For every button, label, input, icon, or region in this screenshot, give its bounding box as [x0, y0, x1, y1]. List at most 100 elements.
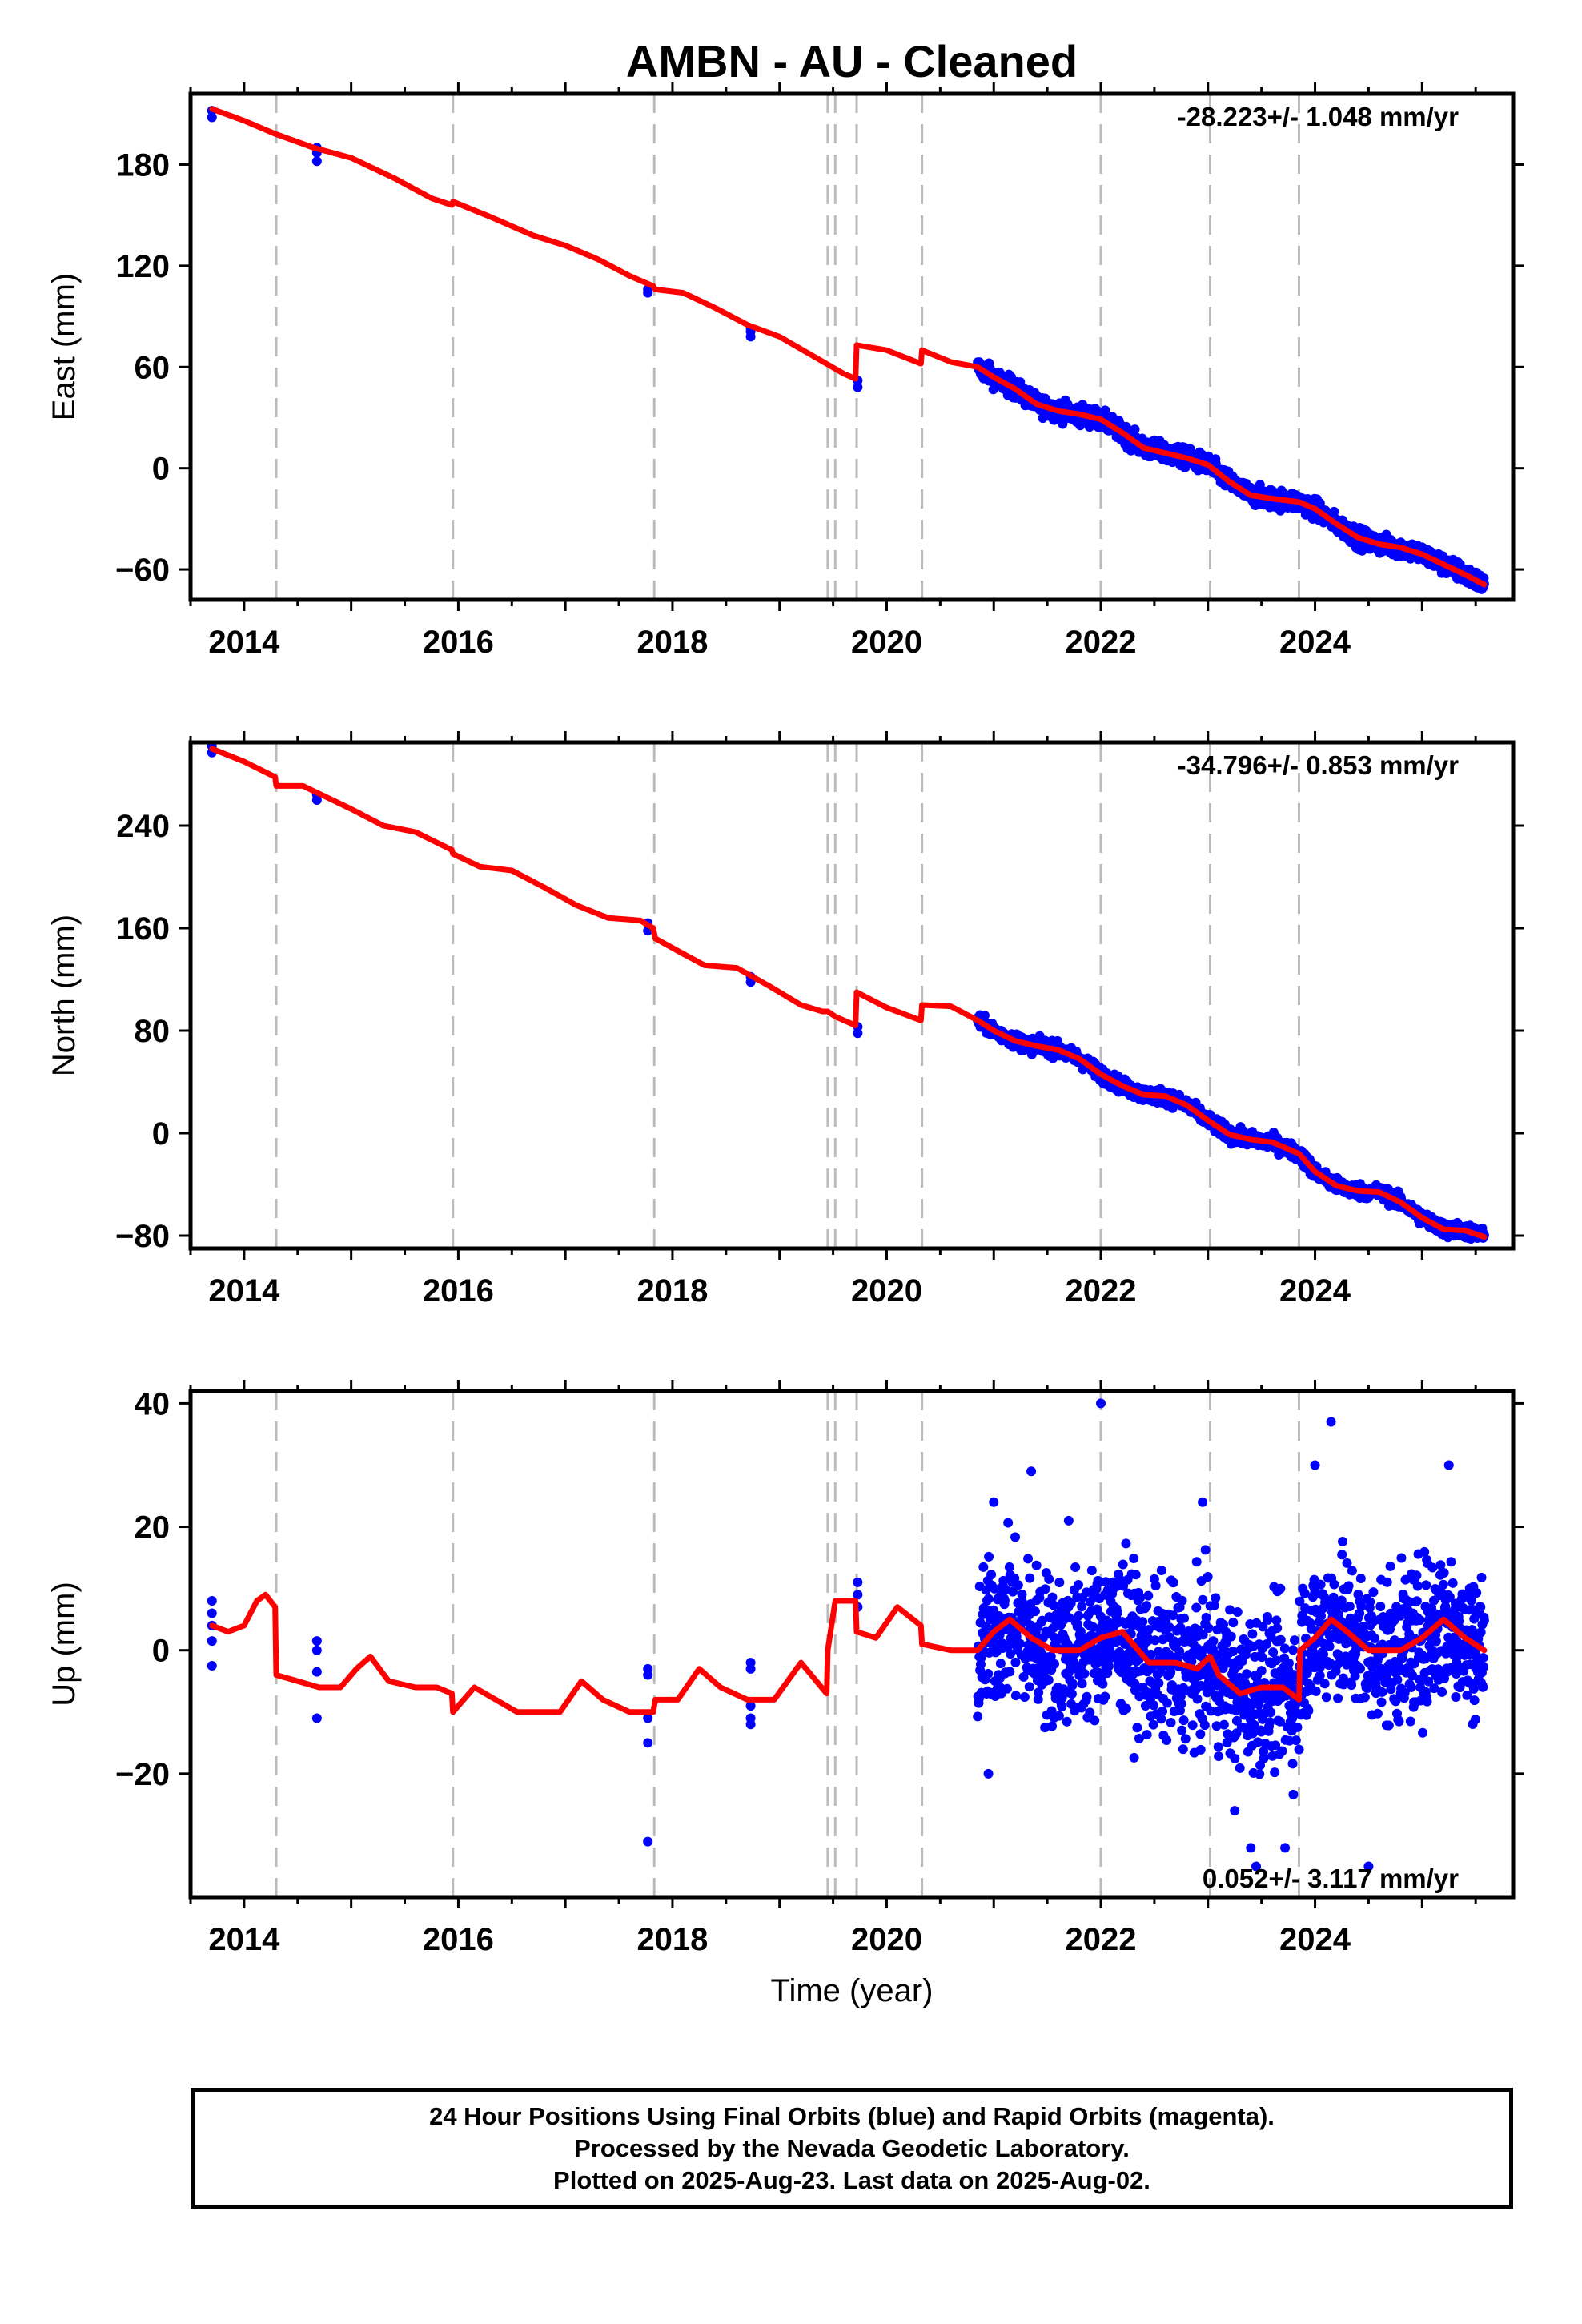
data-point: [1166, 1718, 1176, 1728]
data-point: [1225, 1605, 1235, 1615]
data-point: [1046, 1651, 1056, 1662]
data-point: [1476, 1572, 1487, 1582]
data-point: [1043, 1675, 1054, 1685]
data-point: [1295, 1596, 1305, 1606]
data-point: [1195, 1744, 1206, 1755]
up-y-axis-label: Up (mm): [46, 1582, 82, 1707]
data-point: [1211, 1593, 1221, 1603]
y-tick-label: 180: [116, 147, 170, 183]
data-point: [1235, 1763, 1245, 1773]
x-tick-label: 2018: [636, 1922, 708, 1957]
data-point: [1198, 1594, 1208, 1605]
data-point: [1002, 1683, 1012, 1694]
data-point: [1246, 1843, 1256, 1853]
data-point: [1265, 1717, 1275, 1727]
data-point: [1399, 1687, 1410, 1698]
east-frame: [188, 91, 1516, 602]
x-tick-label: 2014: [208, 1922, 280, 1957]
data-point: [1219, 1719, 1229, 1730]
data-point: [1315, 1579, 1326, 1590]
data-point: [1004, 1562, 1014, 1572]
data-point: [1423, 1676, 1434, 1687]
data-point: [983, 1594, 994, 1604]
data-point: [1158, 1706, 1168, 1716]
data-point: [1232, 1607, 1243, 1618]
data-point: [1207, 1644, 1218, 1655]
data-point: [1259, 1753, 1269, 1763]
data-point: [1287, 1759, 1298, 1769]
data-point: [1082, 1691, 1092, 1702]
data-point: [1466, 1595, 1476, 1606]
data-point: [1077, 1679, 1087, 1689]
x-tick-label: 2022: [1066, 625, 1137, 660]
data-point: [1074, 1610, 1084, 1621]
data-point: [1143, 1590, 1154, 1601]
x-tick-label: 2022: [1066, 1273, 1137, 1309]
up-panel: 2014 2016 2018 2020 2022 2024 −20 0 20 40 Up (mm) T…: [46, 1380, 1524, 2008]
data-point: [1230, 1806, 1240, 1816]
data-point: [1174, 1646, 1185, 1656]
data-point: [311, 1713, 322, 1723]
data-point: [1469, 1695, 1480, 1706]
y-tick-label: −60: [115, 553, 170, 588]
data-point: [643, 1836, 653, 1847]
data-point: [1270, 1767, 1280, 1778]
data-point: [1412, 1581, 1423, 1591]
data-point: [1329, 506, 1339, 517]
x-tick-label: 2024: [1279, 1273, 1351, 1309]
data-point: [1355, 1663, 1365, 1674]
data-point: [1162, 1698, 1172, 1708]
data-point: [1324, 1641, 1335, 1651]
east-y-axis-label: East (mm): [46, 273, 82, 420]
data-point: [1228, 1618, 1239, 1628]
y-tick-label: 160: [116, 911, 170, 947]
data-point: [1054, 1577, 1065, 1587]
north-panel: 2014 2016 2018 2020 2022 2024 −80 0 80 160 240 Nort…: [46, 731, 1524, 1309]
data-point: [1438, 1579, 1448, 1590]
data-point: [1319, 1679, 1330, 1689]
data-point: [1177, 1725, 1187, 1735]
x-tick-label: 2022: [1066, 1922, 1137, 1957]
footer-line-processor: Processed by the Nevada Geodetic Laborat…: [574, 2134, 1130, 2162]
data-point: [1427, 1562, 1438, 1573]
data-point: [1397, 1653, 1407, 1663]
data-point: [1146, 1649, 1156, 1659]
data-point: [853, 1577, 863, 1587]
data-point: [1079, 1668, 1090, 1679]
data-point: [1255, 1760, 1266, 1771]
data-point: [1156, 1565, 1166, 1575]
data-point: [1290, 1635, 1300, 1646]
data-point: [1040, 1584, 1050, 1594]
east-model-line: [209, 106, 1488, 588]
data-point: [1200, 1545, 1211, 1555]
data-point: [1347, 1566, 1357, 1576]
data-point: [1222, 1738, 1232, 1748]
data-point: [1198, 1630, 1208, 1640]
data-point: [981, 1622, 991, 1632]
data-point: [1468, 1683, 1479, 1694]
data-point: [1085, 1707, 1095, 1718]
data-point: [1303, 1706, 1314, 1716]
data-point: [1444, 1592, 1455, 1602]
north-y-axis-label: North (mm): [46, 915, 82, 1076]
data-point: [1391, 1696, 1401, 1707]
data-point: [1385, 1561, 1395, 1571]
x-tick-label: 2016: [423, 1922, 494, 1957]
data-point: [1179, 1613, 1190, 1623]
data-point: [1368, 1587, 1379, 1598]
data-point: [1098, 1679, 1108, 1689]
data-point: [1025, 1573, 1035, 1583]
data-point: [745, 1663, 756, 1674]
east-plot-area: [207, 106, 1489, 594]
data-point: [1208, 1636, 1219, 1647]
data-point: [1006, 1649, 1016, 1659]
data-point: [1024, 1682, 1034, 1692]
data-point: [1462, 1690, 1472, 1700]
data-point: [1130, 424, 1140, 435]
data-point: [1277, 1746, 1287, 1756]
data-point: [1454, 1616, 1464, 1626]
data-point: [1191, 1602, 1202, 1613]
data-point: [1227, 1647, 1238, 1657]
data-point: [1315, 1671, 1325, 1681]
data-point: [1134, 1733, 1144, 1743]
